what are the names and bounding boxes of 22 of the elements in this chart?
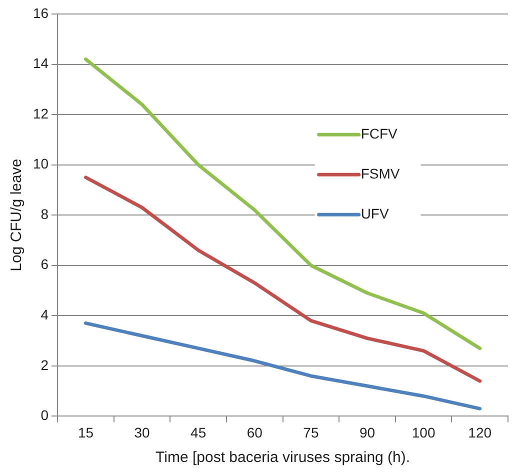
x-tick-label: 45 [190, 424, 206, 440]
y-tick-label: 8 [40, 206, 49, 222]
x-tick-label: 75 [303, 424, 319, 440]
y-tick-label: 14 [32, 55, 49, 72]
y-tick-label: 4 [40, 306, 49, 323]
y-tick-label: 0 [40, 407, 49, 424]
x-tick-label: 60 [246, 424, 263, 440]
x-axis-title: Time [post baceria viruses spraing (h). [156, 449, 410, 466]
y-tick-label: 2 [40, 356, 49, 373]
x-tick-label: 100 [412, 424, 436, 440]
y-tick-label: 6 [40, 256, 49, 272]
legend-label: UFV [360, 206, 390, 222]
x-tick-label: 15 [78, 424, 94, 440]
x-tick-label: 30 [134, 424, 150, 440]
y-tick-label: 16 [32, 4, 49, 21]
y-axis-title: Log CFU/g leave [8, 158, 26, 272]
x-tick-label: 120 [468, 424, 492, 440]
y-tick-label: 12 [32, 105, 49, 122]
legend-label: FSMV [360, 166, 400, 182]
y-tick-label: 10 [32, 156, 49, 172]
x-tick-label: 90 [359, 424, 376, 440]
legend-label: FCFV [360, 126, 398, 142]
